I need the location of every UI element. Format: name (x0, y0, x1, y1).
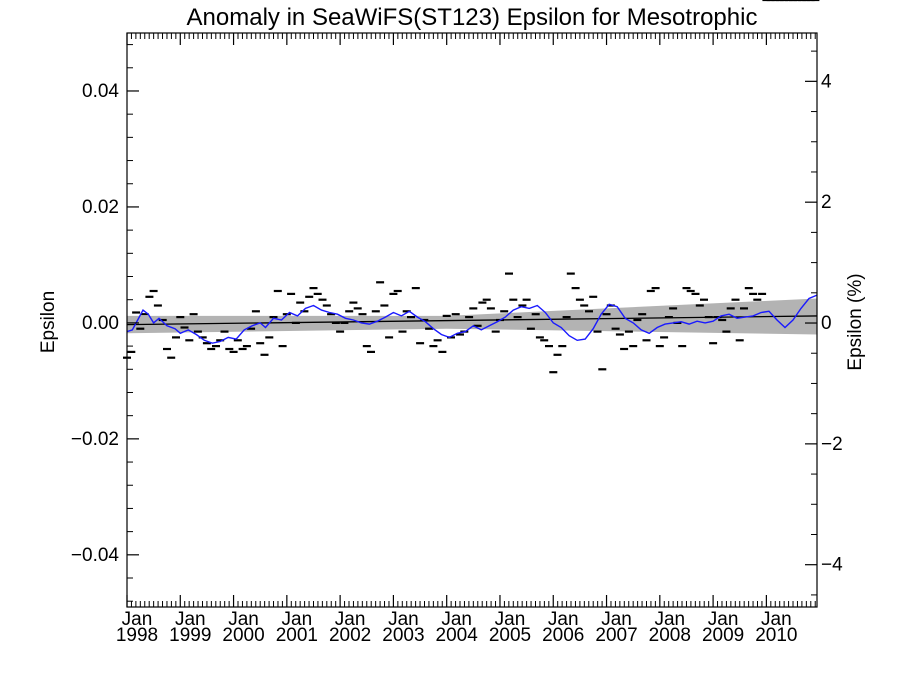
y-tick-label: 0.00 (82, 313, 119, 334)
running-mean-layer (126, 294, 818, 344)
x-tick-year-label: 2000 (222, 625, 264, 646)
x-tick-year-label: 1999 (169, 625, 211, 646)
x-tick-month-label: Jan (495, 609, 526, 630)
y2-tick-label: 0 (821, 313, 832, 334)
x-tick-month-label: Jan (122, 609, 153, 630)
y2-axis-title: Epsilon (%) (845, 273, 866, 370)
y-tick-label: 0.02 (82, 197, 119, 218)
x-tick-year-label: 2005 (489, 625, 531, 646)
x-tick-year-label: 2002 (329, 625, 371, 646)
x-tick-month-label: Jan (441, 609, 472, 630)
x-tick-month-label: Jan (388, 609, 419, 630)
x-tick-month-label: Jan (761, 609, 792, 630)
x-tick-month-label: Jan (282, 609, 313, 630)
y-tick-label: 0.04 (82, 81, 119, 102)
x-tick-year-label: 2010 (755, 625, 797, 646)
trend-line (126, 315, 818, 326)
y-axis-title: Epsilon (38, 291, 59, 353)
y2-tick-label: −4 (821, 555, 843, 576)
y2-tick-label: 2 (821, 192, 832, 213)
x-tick-month-label: Jan (228, 609, 259, 630)
running-mean-line (126, 294, 818, 344)
axis-ticks-layer (126, 33, 817, 607)
x-tick-month-label: Jan (548, 609, 579, 630)
x-tick-year-label: 2004 (436, 625, 479, 646)
y2-tick-label: 4 (821, 71, 832, 92)
x-tick-year-label: 2008 (649, 625, 691, 646)
monthly-anomaly-layer (123, 0, 820, 374)
x-tick-month-label: Jan (654, 609, 685, 630)
x-tick-year-label: 2009 (702, 625, 744, 646)
x-tick-month-label: Jan (601, 609, 632, 630)
x-tick-month-label: Jan (708, 609, 739, 630)
x-tick-year-label: 1998 (116, 625, 158, 646)
y-tick-label: −0.04 (71, 545, 120, 566)
plot-frame (126, 32, 818, 608)
x-tick-year-label: 2001 (276, 625, 318, 646)
x-tick-year-label: 2007 (595, 625, 637, 646)
x-tick-month-label: Jan (175, 609, 206, 630)
axis-labels-layer: 0.040.020.00−0.02−0.04420−2−4Jan1998Jan1… (71, 71, 843, 646)
y-tick-label: −0.02 (71, 429, 119, 450)
x-tick-year-label: 2006 (542, 625, 584, 646)
y2-tick-label: −2 (821, 434, 843, 455)
x-tick-year-label: 2003 (382, 625, 424, 646)
trend-line-layer (126, 315, 818, 326)
x-tick-month-label: Jan (335, 609, 366, 630)
chart-title: Anomaly in SeaWiFS(ST123) Epsilon for Me… (187, 4, 758, 31)
